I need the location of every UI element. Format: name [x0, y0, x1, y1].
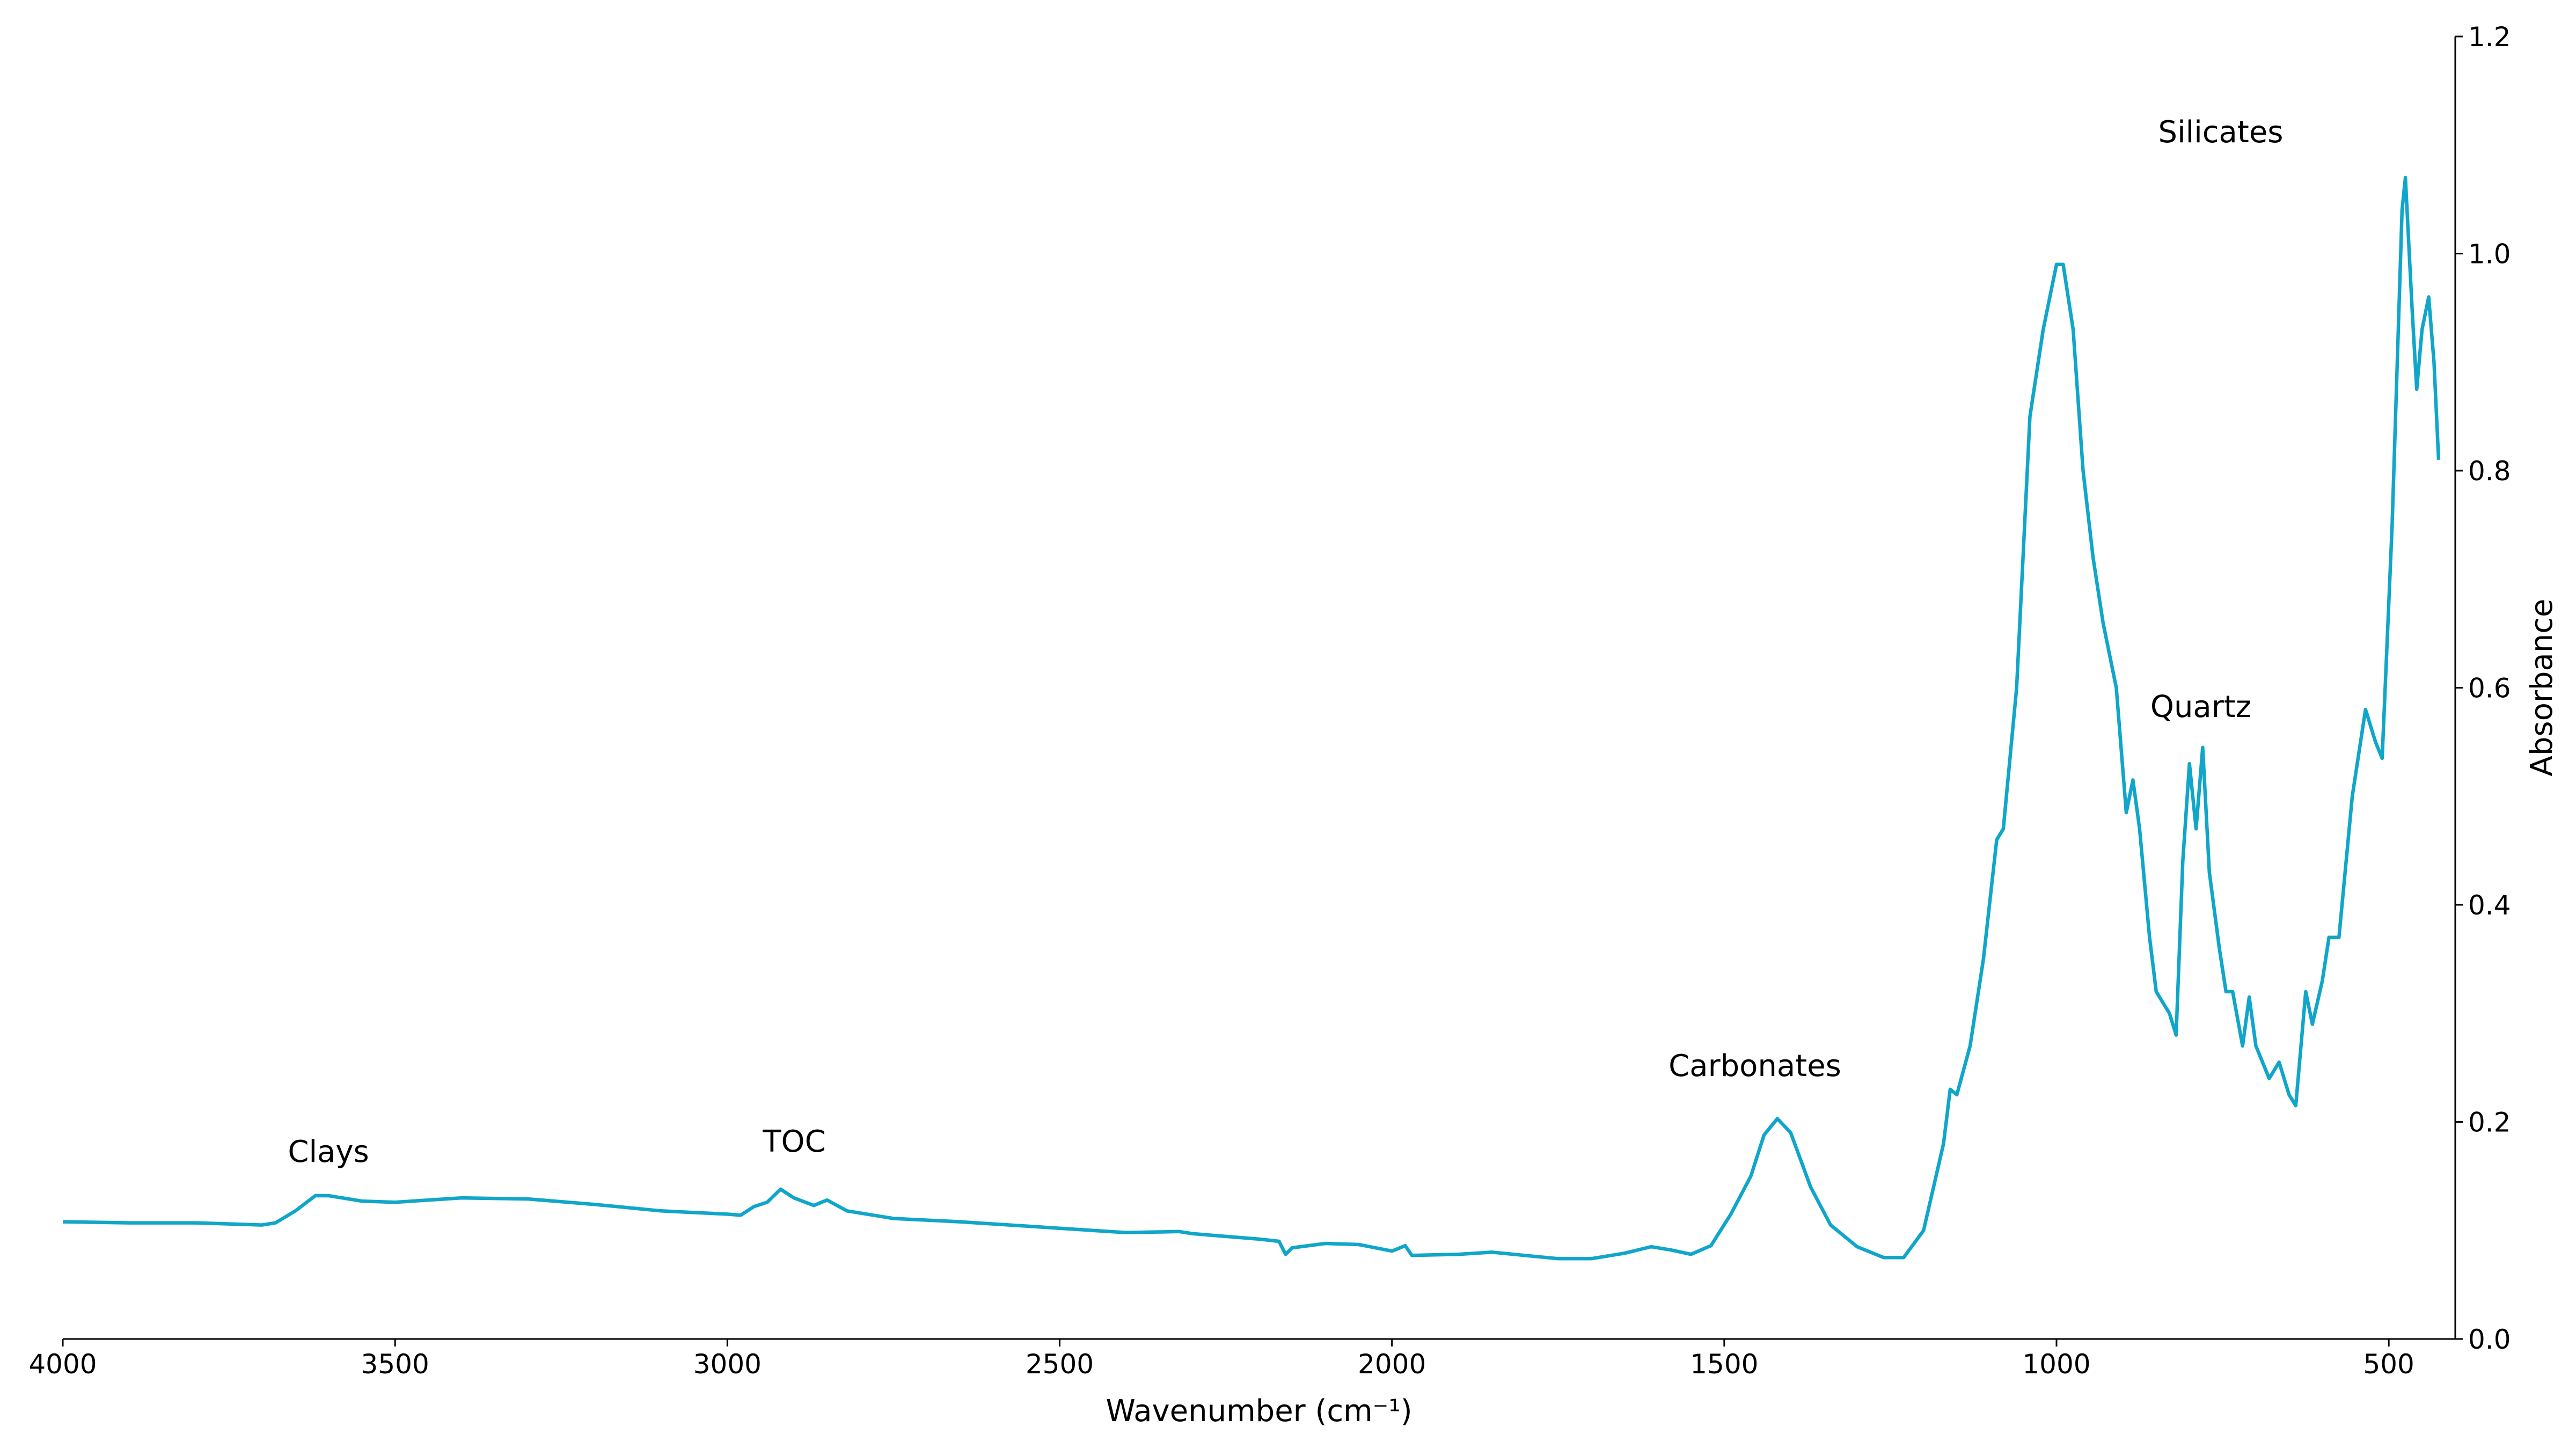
- annotation: TOC: [762, 1124, 825, 1159]
- x-tick-label: 4000: [28, 1349, 97, 1380]
- annotation: Quartz: [2150, 690, 2251, 724]
- y-axis-label: Absorbance: [2524, 599, 2559, 777]
- x-tick-label: 1500: [1690, 1349, 1758, 1380]
- x-tick-label: 3500: [361, 1349, 429, 1380]
- x-tick-label: 3000: [693, 1349, 762, 1380]
- y-tick-label: 0.6: [2468, 673, 2511, 704]
- x-tick-label: 1000: [2022, 1349, 2090, 1380]
- y-tick-label: 0.2: [2468, 1107, 2511, 1138]
- annotation: Clays: [288, 1135, 369, 1169]
- annotation: Carbonates: [1668, 1049, 1841, 1084]
- x-axis-label: Wavenumber (cm⁻¹): [1106, 1394, 1412, 1429]
- spectrum-line: [62, 175, 2441, 1261]
- x-tick-label: 500: [2363, 1349, 2414, 1380]
- y-tick-label: 0.0: [2468, 1324, 2511, 1355]
- y-tick-label: 1.0: [2468, 239, 2511, 270]
- x-tick-label: 2000: [1358, 1349, 1426, 1380]
- annotation: Silicates: [2158, 115, 2284, 150]
- y-tick-label: 0.8: [2468, 456, 2511, 487]
- x-tick-label: 2500: [1026, 1349, 1094, 1380]
- y-tick-label: 0.4: [2468, 890, 2511, 921]
- y-tick-label: 1.2: [2468, 21, 2511, 53]
